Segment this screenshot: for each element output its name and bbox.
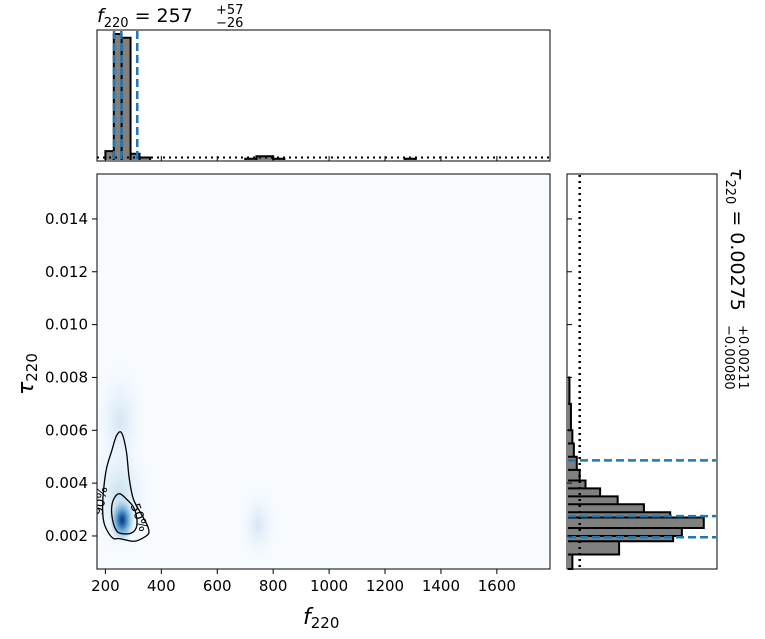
- f220-histogram: [97, 31, 550, 160]
- f220-title-sup: +57: [216, 3, 243, 18]
- y-tick-label: 0.012: [45, 263, 88, 281]
- x-tick-label: 400: [147, 577, 176, 595]
- main-density-panel: 50%90% 200 400 600 800 1000 1200 1400 1600 0.00…: [45, 156, 551, 595]
- tau220-hist-bar: [568, 480, 586, 489]
- tau220-hist-bar: [568, 403, 571, 431]
- contour-line: [101, 431, 150, 542]
- y-tick-label: 0.002: [45, 527, 88, 545]
- tau220-hist-bar: [568, 512, 671, 518]
- tau220-hist-bar: [568, 504, 644, 513]
- f220-hist-bar: [139, 157, 151, 160]
- x-tick-label: 1600: [478, 577, 516, 595]
- f220-title-eq: = 257: [129, 5, 193, 27]
- tau220-hist-bar: [568, 469, 580, 481]
- y-axis-label-param: τ: [14, 381, 39, 395]
- y-axis-label-sub: 220: [23, 353, 41, 382]
- x-tick-label: 1000: [310, 577, 348, 595]
- tau220-title-sup: +0.00211: [735, 325, 750, 390]
- x-tick-label: 1200: [366, 577, 404, 595]
- f220-title-param: f: [97, 5, 107, 27]
- x-axis-label-param: f: [303, 605, 314, 630]
- tau220-title-subscript: −0.00080: [721, 325, 736, 390]
- top-histogram-panel: [96, 29, 551, 162]
- tau220-hist-bar: [568, 517, 704, 529]
- svg-text:τ220 = 0.00275: τ220 = 0.00275: [722, 168, 748, 311]
- y-tick-label: 0.006: [45, 421, 88, 439]
- tau220-hist-bar: [568, 496, 618, 505]
- y-tick-label: 0.004: [45, 474, 88, 492]
- f220-hist-bar: [256, 156, 274, 160]
- tau220-hist-bar: [568, 554, 573, 569]
- f220-title-sub: 220: [104, 16, 129, 31]
- x-tick-label: 600: [203, 577, 232, 595]
- y-tick-label: 0.010: [45, 316, 88, 334]
- tau220-hist-bar: [568, 541, 620, 555]
- right-histogram-panel: [566, 173, 718, 570]
- top-panel-frame: [96, 29, 551, 162]
- tau220-title-sub: 220: [722, 179, 737, 204]
- tau220-title: τ220 = 0.00275 +0.00211 −0.00080: [721, 168, 750, 390]
- tau220-hist-bar: [568, 443, 574, 457]
- f220-hist-bar: [130, 153, 140, 160]
- f220-title-subscript: −26: [216, 16, 243, 31]
- f220-hist-bar: [121, 37, 131, 160]
- y-axis-label: τ220: [14, 353, 41, 395]
- x-tick-label: 1400: [422, 577, 460, 595]
- y-tick-label: 0.014: [45, 210, 88, 228]
- density-map: [97, 360, 278, 565]
- f220-hist-outline: [104, 33, 417, 160]
- f220-hist-bar: [105, 151, 114, 160]
- contour-line: [110, 493, 138, 535]
- tau220-hist-bar: [568, 535, 674, 542]
- tau220-title-param: τ: [726, 168, 748, 180]
- f220-title: f220 = 257: [97, 5, 193, 31]
- x-tick-label: 200: [91, 577, 120, 595]
- x-axis-label: f220: [303, 605, 339, 632]
- tau220-histogram: [568, 175, 716, 570]
- x-tick-label: 800: [259, 577, 288, 595]
- tau220-title-eq: = 0.00275: [726, 204, 748, 311]
- tau220-hist-bar: [568, 456, 577, 470]
- f220-hist-bar: [113, 34, 122, 160]
- tau220-hist-bar: [568, 488, 601, 497]
- svg-text:τ220: τ220: [14, 353, 41, 395]
- tau220-hist-bar: [568, 528, 682, 536]
- density-background: [97, 174, 550, 569]
- tau220-hist-bar: [568, 430, 573, 444]
- x-axis-ticks: 200 400 600 800 1000 1200 1400 1600: [91, 156, 516, 595]
- density-secondary-blob: [238, 485, 278, 565]
- y-tick-label: 0.008: [45, 368, 88, 386]
- y-axis-ticks: 0.002 0.004 0.006 0.008 0.010 0.012 0.014: [45, 210, 97, 545]
- x-axis-label-sub: 220: [311, 614, 340, 632]
- main-panel-frame: [96, 173, 551, 570]
- density-peak: [109, 497, 136, 544]
- right-panel-ticks: [567, 218, 572, 537]
